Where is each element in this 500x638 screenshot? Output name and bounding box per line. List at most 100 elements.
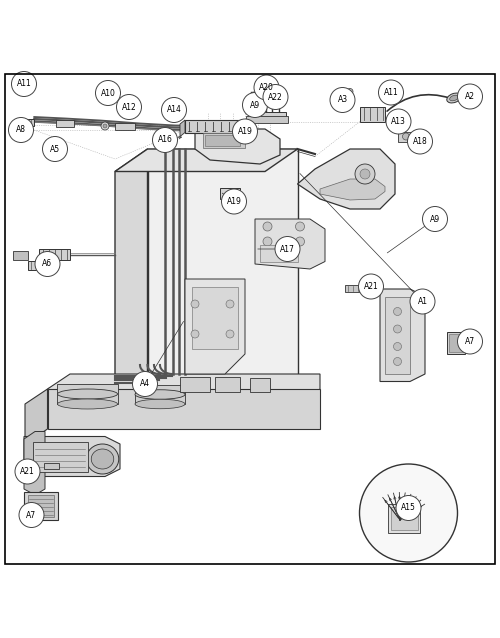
Polygon shape: [185, 279, 245, 374]
Circle shape: [12, 71, 36, 96]
Ellipse shape: [135, 399, 185, 409]
Polygon shape: [195, 129, 280, 164]
Ellipse shape: [58, 389, 118, 399]
Circle shape: [42, 137, 68, 161]
Circle shape: [191, 330, 199, 338]
Circle shape: [263, 222, 272, 231]
Bar: [58, 384, 118, 404]
Text: A6: A6: [42, 260, 52, 269]
Circle shape: [330, 87, 355, 112]
Circle shape: [358, 274, 384, 299]
Polygon shape: [388, 504, 420, 533]
Polygon shape: [48, 389, 320, 429]
Bar: [215, 376, 240, 392]
Circle shape: [296, 237, 304, 246]
Text: A22: A22: [268, 93, 283, 101]
Circle shape: [8, 117, 34, 142]
Polygon shape: [246, 116, 288, 122]
Polygon shape: [298, 149, 395, 209]
Text: A5: A5: [50, 144, 60, 154]
Circle shape: [103, 124, 107, 128]
Text: A9: A9: [430, 214, 440, 223]
Text: A9: A9: [250, 101, 260, 110]
Circle shape: [254, 75, 279, 100]
Polygon shape: [28, 495, 54, 517]
Circle shape: [96, 80, 120, 105]
Polygon shape: [360, 107, 385, 121]
Text: A15: A15: [401, 503, 416, 512]
Polygon shape: [385, 297, 410, 374]
Polygon shape: [398, 131, 415, 142]
Bar: [250, 378, 270, 392]
Polygon shape: [202, 133, 245, 147]
Text: A11: A11: [16, 80, 32, 89]
Text: A1: A1: [418, 297, 428, 306]
Polygon shape: [192, 286, 238, 349]
Circle shape: [242, 93, 268, 117]
Text: A11: A11: [384, 88, 398, 97]
Ellipse shape: [58, 399, 118, 409]
Polygon shape: [115, 149, 148, 409]
Circle shape: [101, 122, 109, 130]
Polygon shape: [25, 389, 48, 444]
Circle shape: [116, 94, 141, 119]
Circle shape: [458, 329, 482, 354]
Ellipse shape: [91, 449, 114, 469]
Circle shape: [15, 459, 40, 484]
Polygon shape: [449, 334, 462, 352]
Circle shape: [132, 371, 158, 396]
Polygon shape: [12, 251, 28, 260]
Polygon shape: [185, 120, 245, 133]
Circle shape: [394, 357, 402, 366]
Polygon shape: [39, 249, 70, 260]
Circle shape: [386, 109, 411, 134]
Polygon shape: [220, 188, 240, 199]
Polygon shape: [320, 179, 385, 200]
Circle shape: [394, 308, 402, 316]
Polygon shape: [380, 289, 425, 382]
Circle shape: [152, 128, 178, 152]
Circle shape: [394, 325, 402, 333]
Polygon shape: [56, 120, 74, 126]
Circle shape: [378, 80, 404, 105]
Text: A3: A3: [338, 96, 347, 105]
Text: A17: A17: [280, 244, 295, 253]
Circle shape: [191, 300, 199, 308]
Text: A12: A12: [122, 103, 136, 112]
Polygon shape: [260, 245, 298, 262]
Circle shape: [226, 330, 234, 338]
Polygon shape: [345, 285, 368, 292]
Ellipse shape: [447, 93, 461, 103]
Polygon shape: [32, 441, 88, 471]
Text: A19: A19: [226, 197, 242, 206]
Polygon shape: [48, 374, 320, 404]
Ellipse shape: [135, 390, 185, 399]
Circle shape: [263, 237, 272, 246]
Circle shape: [422, 207, 448, 232]
Polygon shape: [148, 149, 298, 387]
Bar: [135, 385, 185, 404]
Text: A16: A16: [158, 135, 172, 144]
Circle shape: [296, 222, 304, 231]
Circle shape: [226, 300, 234, 308]
Text: A13: A13: [391, 117, 406, 126]
Circle shape: [263, 84, 288, 110]
Circle shape: [162, 98, 186, 122]
Text: A14: A14: [166, 105, 182, 114]
Polygon shape: [391, 507, 417, 530]
Polygon shape: [249, 112, 286, 117]
Circle shape: [347, 89, 353, 94]
Circle shape: [360, 169, 370, 179]
Circle shape: [410, 289, 435, 314]
Polygon shape: [24, 491, 58, 520]
Polygon shape: [446, 332, 465, 354]
Text: A18: A18: [412, 137, 428, 146]
Text: A7: A7: [465, 337, 475, 346]
Polygon shape: [28, 261, 52, 270]
Ellipse shape: [450, 95, 458, 101]
Text: A20: A20: [259, 83, 274, 92]
Text: A8: A8: [16, 126, 26, 135]
Polygon shape: [44, 463, 59, 469]
Polygon shape: [115, 149, 298, 172]
Text: A2: A2: [465, 92, 475, 101]
